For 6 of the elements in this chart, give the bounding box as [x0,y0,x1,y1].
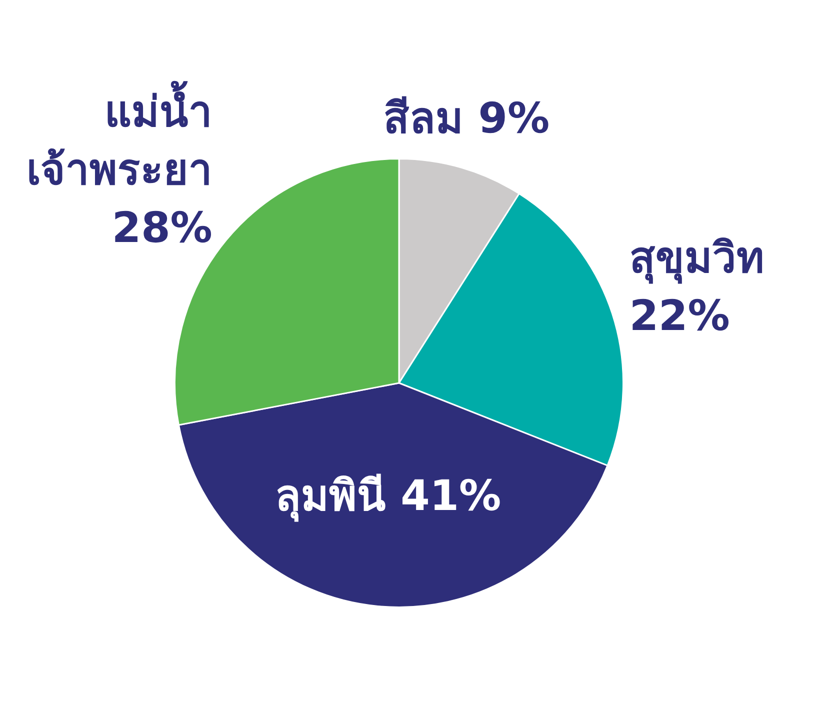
slice-label: สุขุมวิท [629,233,764,284]
slice-label: ลุมพินี 41% [274,471,502,522]
slice-label: สีลม 9% [384,93,550,142]
slice-label: แม่น้ำเจ้าพระยา [26,80,212,194]
data-label: 28% [112,203,212,252]
data-label: 22% [629,291,730,340]
